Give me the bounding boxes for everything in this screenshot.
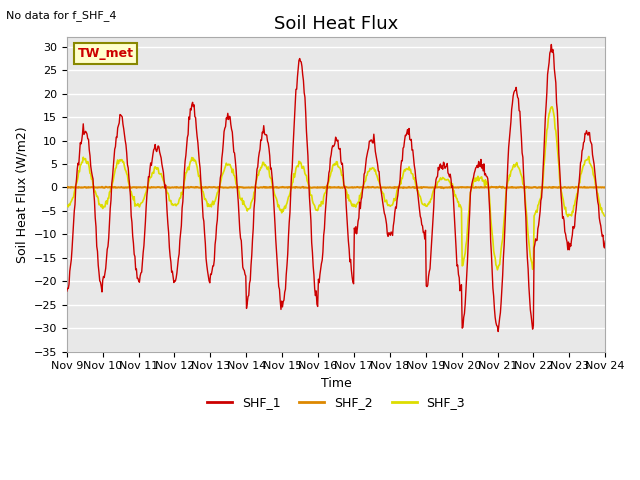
SHF_2 xyxy=(128,185,136,191)
SHF_2 xyxy=(440,185,447,191)
SHF_2 xyxy=(496,184,504,190)
SHF_3 xyxy=(73,180,81,186)
Title: Soil Heat Flux: Soil Heat Flux xyxy=(274,15,398,33)
SHF_1 xyxy=(401,132,409,138)
SHF_1 xyxy=(128,219,136,225)
SHF_1 xyxy=(211,241,219,247)
SHF_2 xyxy=(602,184,609,190)
SHF_1 xyxy=(183,144,191,150)
Text: TW_met: TW_met xyxy=(77,47,134,60)
SHF_1 xyxy=(63,288,70,294)
SHF_2 xyxy=(63,185,70,191)
Legend: SHF_1, SHF_2, SHF_3: SHF_1, SHF_2, SHF_3 xyxy=(202,391,470,414)
SHF_3 xyxy=(128,192,136,198)
SHF_3 xyxy=(183,169,191,175)
SHF_2 xyxy=(417,184,425,190)
SHF_2 xyxy=(183,184,191,190)
SHF_3 xyxy=(417,197,425,203)
SHF_1 xyxy=(547,42,555,48)
Line: SHF_2: SHF_2 xyxy=(67,187,605,188)
SHF_1 xyxy=(602,238,609,244)
SHF_3 xyxy=(548,104,556,110)
SHF_2 xyxy=(211,184,219,190)
SHF_3 xyxy=(63,203,70,209)
X-axis label: Time: Time xyxy=(321,377,351,390)
SHF_3 xyxy=(493,267,501,273)
SHF_1 xyxy=(494,329,502,335)
Y-axis label: Soil Heat Flux (W/m2): Soil Heat Flux (W/m2) xyxy=(15,126,28,263)
SHF_3 xyxy=(401,168,409,174)
SHF_1 xyxy=(417,216,425,221)
SHF_1 xyxy=(73,176,81,182)
Line: SHF_3: SHF_3 xyxy=(67,107,605,270)
Text: No data for f_SHF_4: No data for f_SHF_4 xyxy=(6,10,117,21)
SHF_3 xyxy=(602,214,609,219)
SHF_2 xyxy=(73,185,81,191)
SHF_2 xyxy=(401,185,409,191)
Line: SHF_1: SHF_1 xyxy=(67,45,605,332)
SHF_3 xyxy=(211,198,219,204)
